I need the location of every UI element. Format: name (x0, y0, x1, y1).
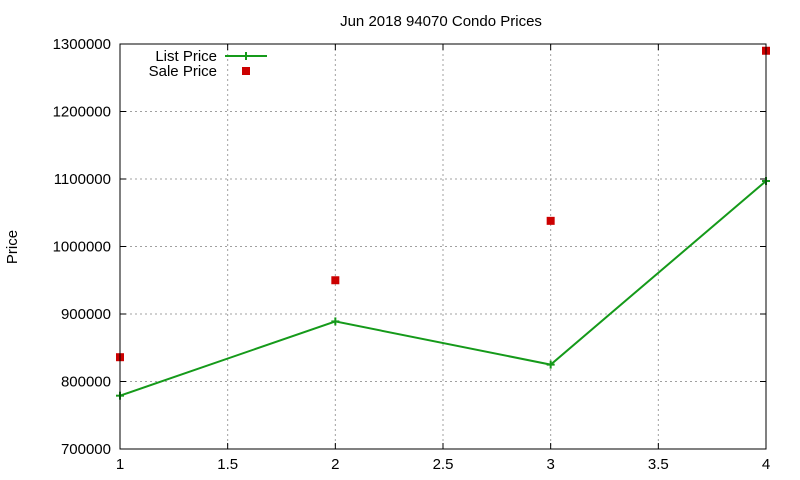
y-tick-label: 900000 (61, 306, 111, 323)
x-tick-label: 2 (331, 456, 339, 473)
axis-ticks: 700000 800000 900000 1000000 1100000 1200000 1… (53, 36, 771, 473)
y-tick-label: 1300000 (53, 36, 111, 53)
x-tick-label: 1 (116, 456, 124, 473)
x-tick-label: 4 (762, 456, 770, 473)
x-tick-label: 3 (546, 456, 554, 473)
x-tick-label: 1.5 (217, 456, 238, 473)
legend-label-list-price: List Price (155, 48, 217, 65)
list-price-point (331, 317, 340, 326)
y-tick-label: 700000 (61, 441, 111, 458)
x-tick-label: 2.5 (433, 456, 454, 473)
y-tick-label: 1200000 (53, 104, 111, 121)
list-price-line (119, 180, 767, 397)
list-price-point (546, 360, 555, 369)
sale-price-point (546, 216, 555, 225)
plot-frame (119, 43, 767, 450)
sale-price-point (331, 276, 340, 285)
x-tick-label: 3.5 (648, 456, 669, 473)
y-tick-label: 1100000 (54, 171, 111, 188)
y-tick-label: 1000000 (53, 239, 111, 256)
y-tick-label: 800000 (61, 374, 111, 391)
legend-label-sale-price: Sale Price (149, 63, 217, 80)
y-axis-label: Price (4, 230, 21, 264)
grid-lines (120, 44, 766, 449)
legend-swatch-list-price (225, 52, 267, 60)
chart-title: Jun 2018 94070 Condo Prices (340, 13, 542, 30)
legend-swatch-sale-price (242, 67, 250, 75)
